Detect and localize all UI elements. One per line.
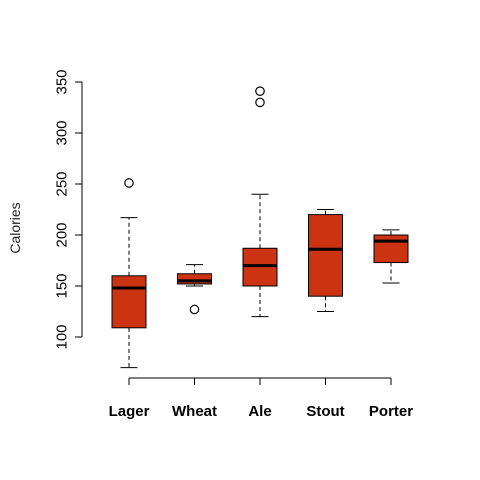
x-axis: Lager Wheat Ale Stout Porter [109, 377, 413, 420]
y-axis-title: Calories [7, 202, 23, 253]
x-tick-label: Lager [109, 403, 150, 420]
iqr-box [373, 234, 409, 264]
x-tick-label: Stout [306, 403, 344, 420]
y-tick-label: 100 [53, 324, 70, 349]
x-tick-label: Ale [248, 403, 271, 420]
y-tick-label: 250 [53, 171, 70, 196]
box-ale [242, 86, 278, 318]
y-tick-label: 300 [53, 120, 70, 145]
y-tick-label: 350 [53, 69, 70, 94]
outlier-point [255, 86, 265, 96]
y-axis: 100 150 200 250 300 350 [53, 69, 83, 350]
x-tick-label: Wheat [172, 403, 217, 420]
x-tick-label: Porter [369, 403, 413, 420]
box-porter [373, 229, 409, 284]
boxes [111, 86, 409, 369]
iqr-box [177, 273, 212, 285]
y-tick-label: 150 [53, 273, 70, 298]
iqr-box [308, 214, 343, 297]
outlier-point [124, 178, 134, 188]
box-stout [308, 209, 343, 312]
outlier-point [255, 97, 265, 108]
box-wheat [177, 264, 212, 315]
outlier-point [189, 304, 200, 315]
y-tick-label: 200 [53, 222, 70, 247]
iqr-box [242, 247, 278, 287]
box-lager [111, 178, 147, 369]
iqr-box [111, 275, 147, 329]
